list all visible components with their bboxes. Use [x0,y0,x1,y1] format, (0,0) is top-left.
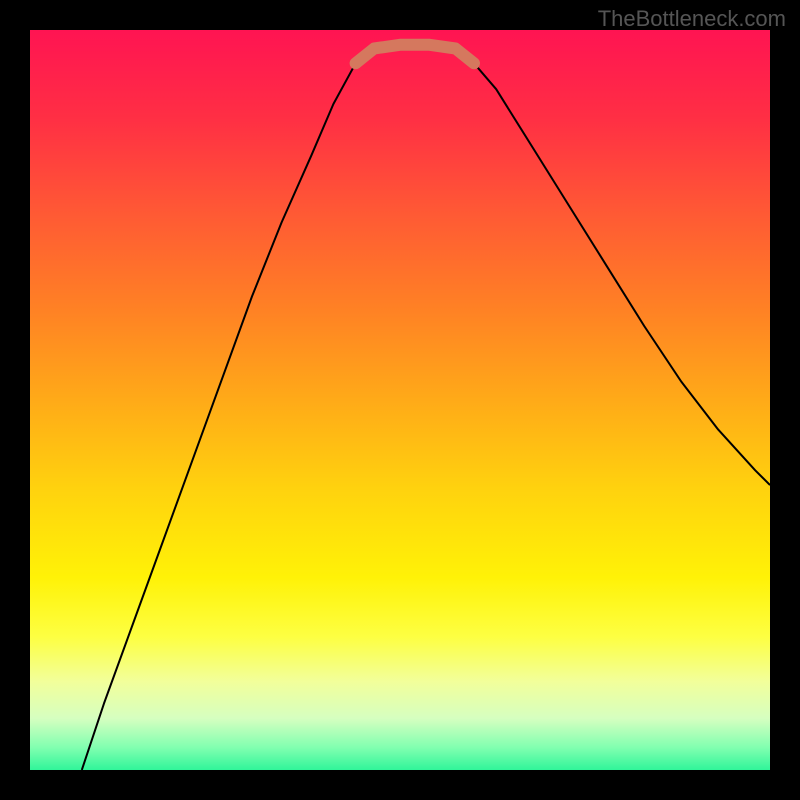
chart-container [30,30,770,770]
chart-background [30,30,770,770]
watermark-text: TheBottleneck.com [598,6,786,32]
chart-svg [30,30,770,770]
